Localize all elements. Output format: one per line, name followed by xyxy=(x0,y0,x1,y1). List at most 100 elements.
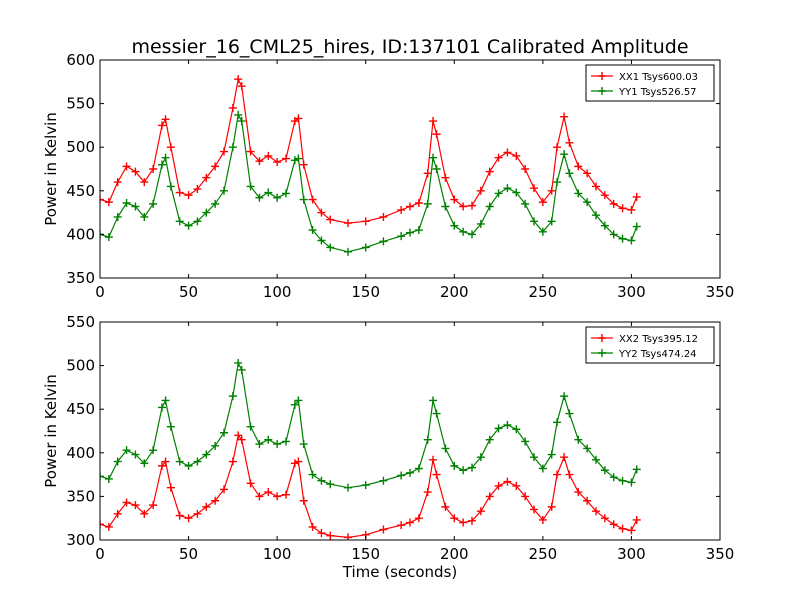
data-point xyxy=(414,199,423,208)
data-point xyxy=(211,441,220,450)
data-point xyxy=(228,457,237,466)
data-point xyxy=(290,400,299,409)
data-point xyxy=(308,470,317,479)
data-point xyxy=(299,160,308,169)
data-point xyxy=(618,524,627,533)
data-point xyxy=(344,247,352,256)
data-point xyxy=(166,182,175,191)
data-point xyxy=(503,477,512,486)
data-point xyxy=(459,518,468,527)
data-point xyxy=(432,409,441,418)
data-point xyxy=(264,435,273,444)
data-point xyxy=(441,173,450,182)
data-point xyxy=(609,199,618,208)
data-point xyxy=(220,428,228,437)
data-point xyxy=(553,143,562,152)
data-point xyxy=(476,219,485,228)
y-tick-label: 550 xyxy=(66,95,95,113)
data-point xyxy=(317,208,326,217)
data-point xyxy=(140,459,149,468)
data-point xyxy=(317,529,326,538)
y-axis-label: Power in Kelvin xyxy=(42,374,60,488)
data-point xyxy=(560,453,569,462)
data-point xyxy=(175,457,184,466)
data-point xyxy=(100,520,104,529)
data-point xyxy=(547,217,556,226)
legend-marker xyxy=(598,334,606,342)
data-point xyxy=(538,464,547,473)
legend-marker xyxy=(598,87,606,95)
data-point xyxy=(494,481,503,490)
legend-marker xyxy=(598,349,606,357)
y-tick-label: 400 xyxy=(66,225,95,243)
data-point xyxy=(600,221,609,230)
x-tick-label: 0 xyxy=(95,283,105,301)
data-point xyxy=(632,465,641,474)
data-point xyxy=(246,147,255,156)
data-point xyxy=(632,222,641,231)
data-point xyxy=(161,396,170,405)
data-point xyxy=(282,154,290,163)
data-point xyxy=(379,212,388,221)
data-point xyxy=(228,103,237,112)
data-point xyxy=(294,457,303,466)
data-point xyxy=(459,227,468,236)
data-point xyxy=(290,459,299,468)
data-point xyxy=(246,182,255,191)
x-tick-label: 350 xyxy=(706,545,735,563)
data-point xyxy=(166,483,175,492)
y-tick-label: 400 xyxy=(66,444,95,462)
data-point xyxy=(326,243,335,252)
data-point xyxy=(299,496,308,505)
data-point xyxy=(574,488,583,497)
data-point xyxy=(246,479,255,488)
data-point xyxy=(406,518,414,527)
data-point xyxy=(592,507,600,516)
data-point xyxy=(538,227,547,236)
y-axis-label: Power in Kelvin xyxy=(42,112,60,226)
data-point xyxy=(485,167,494,176)
data-point xyxy=(202,450,211,459)
data-point xyxy=(379,237,388,246)
legend: XX1 Tsys600.03 YY1 Tsys526.57 xyxy=(585,64,715,102)
data-point xyxy=(485,202,494,211)
data-point xyxy=(299,195,308,204)
x-tick-label: 150 xyxy=(351,283,380,301)
data-point xyxy=(228,392,237,401)
y-tick-label: 500 xyxy=(66,357,95,375)
data-point xyxy=(122,498,131,507)
data-point xyxy=(583,169,592,178)
data-point xyxy=(299,440,308,449)
x-tick-label: 250 xyxy=(529,283,558,301)
y-tick-label: 500 xyxy=(66,138,95,156)
data-point xyxy=(131,501,140,510)
data-point xyxy=(600,514,609,523)
series-2-2 xyxy=(100,358,641,492)
data-point xyxy=(184,514,193,523)
data-point xyxy=(104,522,113,531)
data-point xyxy=(140,212,149,221)
data-point xyxy=(184,461,193,470)
data-point xyxy=(485,435,494,444)
data-point xyxy=(560,150,569,159)
data-point xyxy=(503,184,512,193)
data-point xyxy=(175,511,184,520)
data-point xyxy=(583,496,592,505)
data-point xyxy=(521,199,530,208)
data-point xyxy=(273,193,282,202)
data-point xyxy=(530,505,538,514)
data-point xyxy=(512,481,521,490)
data-point xyxy=(429,396,438,405)
data-point xyxy=(432,130,441,139)
data-point xyxy=(521,165,530,173)
data-point xyxy=(237,435,246,444)
data-point xyxy=(530,184,538,193)
data-point xyxy=(149,165,158,173)
data-point xyxy=(273,440,282,449)
y-tick-label: 600 xyxy=(66,51,95,69)
data-point xyxy=(583,198,592,207)
data-point xyxy=(397,232,406,241)
data-point xyxy=(423,435,432,444)
data-point xyxy=(149,446,158,455)
